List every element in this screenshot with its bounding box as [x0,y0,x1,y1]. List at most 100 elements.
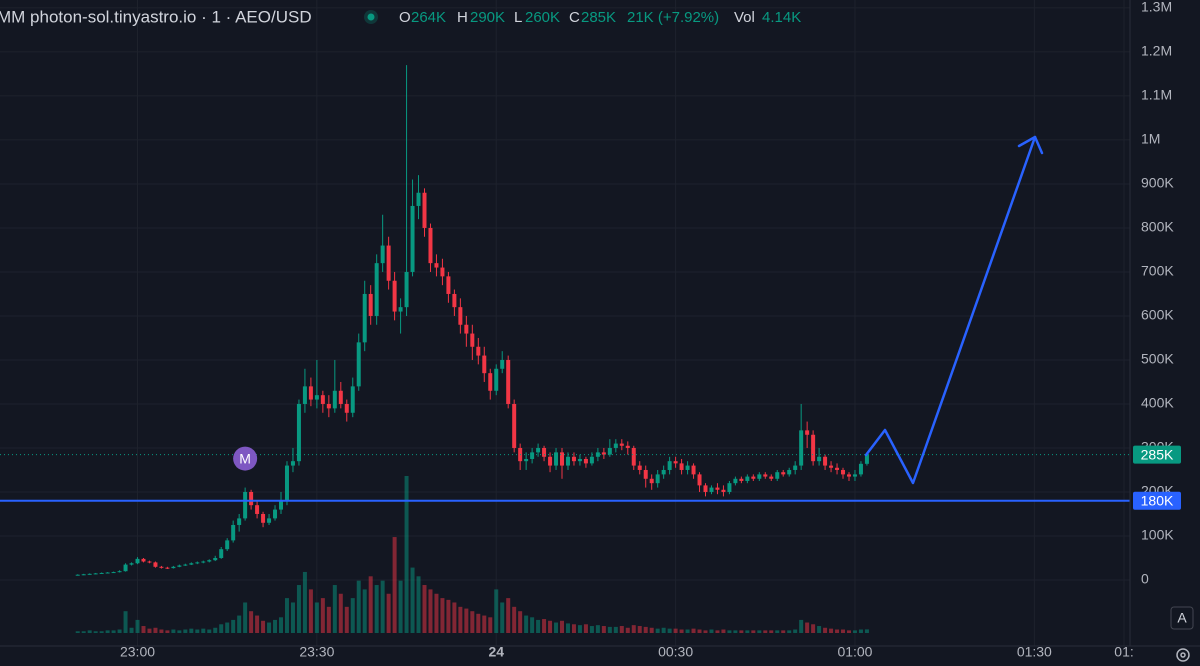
candle-body [829,465,834,468]
candle-body [338,390,343,404]
arrow-head [1017,135,1044,155]
volume-bar [805,622,810,633]
x-tick-label: 00:30 [658,644,693,660]
volume-bar [542,619,547,633]
volume-bar [75,631,80,633]
volume-bar [105,630,110,633]
candle-body [852,474,857,477]
auto-scale-button[interactable] [1170,606,1194,630]
candle-body [87,573,92,575]
candle-body [350,386,355,413]
candle-body [81,574,86,576]
candle-body [386,245,391,281]
candle-body [404,271,409,308]
candle-body [189,563,194,565]
volume-bar [404,476,409,633]
candle-body [267,518,272,523]
event-marker-label: M [239,450,251,466]
candle-body [428,227,433,264]
volume-bar [165,630,170,633]
candle-body [817,456,822,462]
volume-bar [249,611,254,633]
volume-bar [751,630,756,633]
volume-bar [667,628,672,633]
last-price-label: 285K [1141,446,1174,462]
volume-bar [577,625,582,633]
volume-bar [284,598,289,633]
volume-bar [530,617,535,633]
legend-label: H [457,9,468,26]
volume-bar [368,576,373,633]
candle-body [231,524,236,541]
volume-bar [434,593,439,633]
volume-bar [769,630,774,633]
settings-gear-center[interactable] [1180,652,1186,658]
volume-bar [476,613,481,633]
candle-body [571,456,576,462]
candle-body [637,465,642,470]
volume-bar [524,615,529,633]
settings-gear[interactable] [1176,648,1190,662]
candle-body [141,558,146,562]
volume-bar [823,627,828,633]
volume-bar [392,537,397,633]
volume-bar [715,630,720,633]
volume-bar [290,602,295,633]
volume-bar [129,627,134,633]
volume-bar [721,629,726,633]
candle-body [781,472,786,475]
y-tick-label: 1M [1141,131,1160,147]
settings-icon[interactable] [1176,648,1190,662]
candle-body [739,478,744,481]
candle-body [332,390,337,409]
volume-bar [787,630,792,633]
candle-body [823,456,828,466]
candle-body [440,267,445,277]
volume-bar [817,626,822,633]
volume-bar [380,580,385,633]
volume-bar [793,629,798,633]
candle-body [793,465,798,470]
volume-bar [111,630,116,633]
volume-bar [362,589,367,633]
candle-body [296,403,301,462]
volume-bar [733,630,738,633]
volume-bar [864,629,869,633]
volume-bar [727,630,732,633]
auto-scale-label[interactable]: A [1177,610,1187,626]
candle-body [314,395,319,400]
legend-label: Vol [734,9,755,26]
candle-body [458,307,463,325]
y-tick-label: 700K [1141,263,1174,279]
volume-bar [703,630,708,633]
volume-bar [673,628,678,633]
y-tick-label: 500K [1141,351,1174,367]
volume-bar [428,589,433,633]
y-tick-label: 1.2M [1141,43,1172,59]
candle-body [159,566,164,568]
y-tick-label: 900K [1141,175,1174,191]
candle-body [619,443,624,446]
volume-bar [852,630,857,633]
projection-arrow [864,135,1044,485]
candle-body [858,463,863,475]
candle-body [488,373,493,391]
candle-body [536,447,541,453]
volume-bar [625,627,630,633]
legend-value: 290K [470,9,505,26]
volume-bar [87,630,92,633]
candle-body [691,465,696,475]
y-tick-label: 800K [1141,219,1174,235]
candle-body [344,403,349,413]
candle-body [201,561,206,563]
candle-body [416,192,421,206]
candle-body [195,562,200,564]
legend-value: 260K [525,9,560,26]
volume-bar [446,599,451,633]
candle-body [846,474,851,477]
volume-bar [141,626,146,633]
volume-bar [320,598,325,633]
volume-bar [243,602,248,633]
candle-body [284,465,289,501]
volume-bar [398,580,403,633]
